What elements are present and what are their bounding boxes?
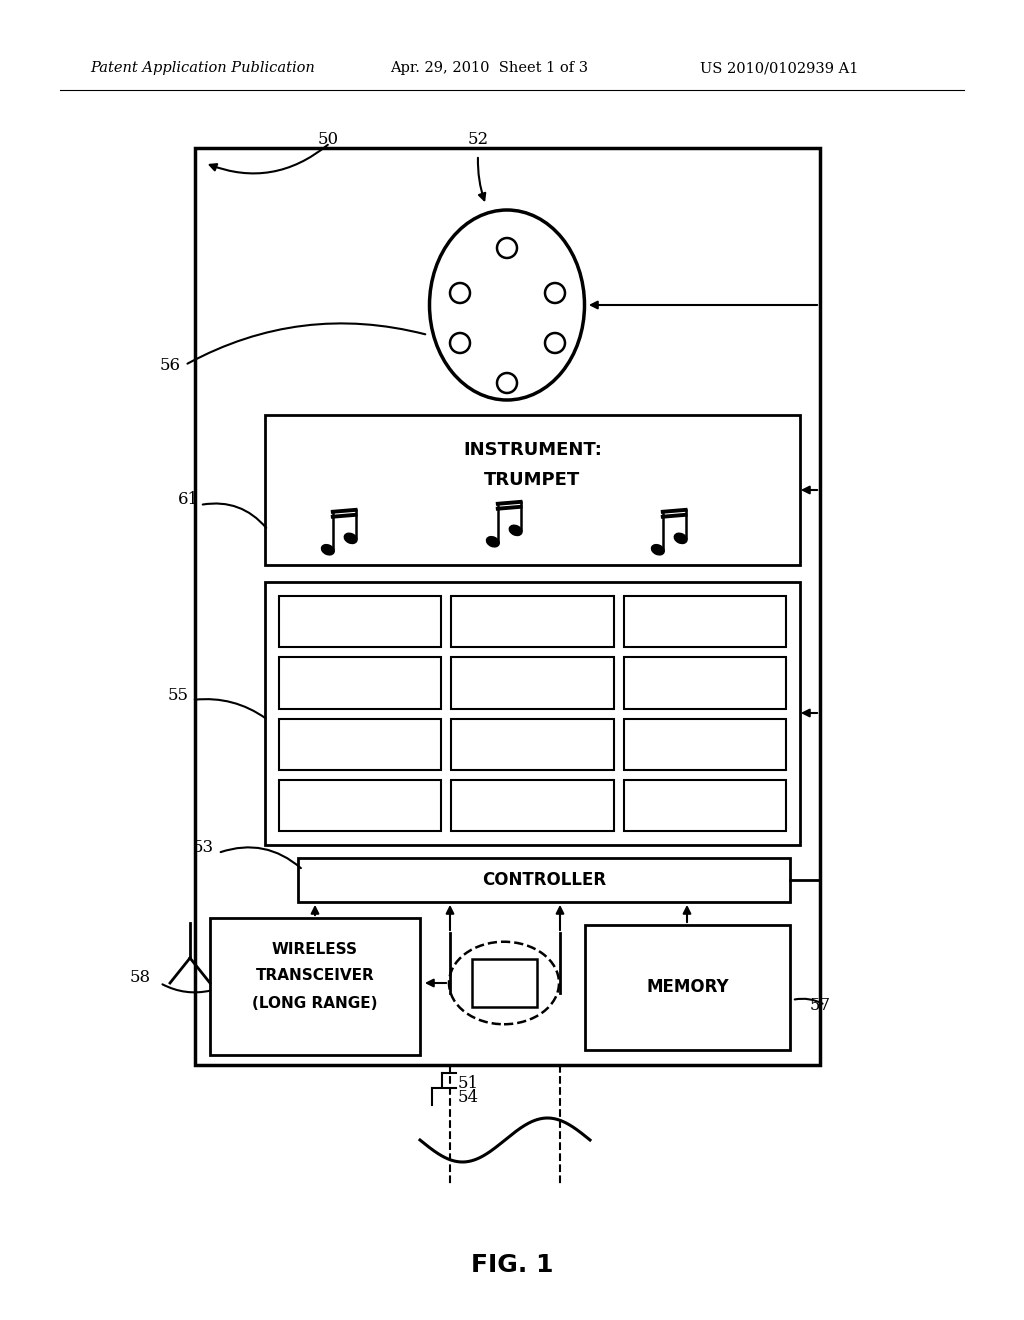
- Ellipse shape: [344, 533, 357, 544]
- Text: FIG. 1: FIG. 1: [471, 1253, 553, 1276]
- Text: 61: 61: [178, 491, 199, 508]
- Text: US 2010/0102939 A1: US 2010/0102939 A1: [700, 61, 858, 75]
- Text: TRANSCEIVER: TRANSCEIVER: [256, 969, 375, 983]
- Bar: [195, 148, 820, 1065]
- Bar: [624, 718, 786, 770]
- Bar: [624, 780, 786, 832]
- Bar: [279, 597, 441, 647]
- Bar: [452, 780, 613, 832]
- Text: 53: 53: [193, 840, 214, 857]
- Ellipse shape: [674, 533, 687, 544]
- Bar: [265, 582, 800, 845]
- Bar: [452, 718, 613, 770]
- Bar: [471, 960, 537, 1007]
- Text: TRUMPET: TRUMPET: [484, 471, 581, 488]
- Text: WIRELESS: WIRELESS: [272, 942, 358, 957]
- Text: CONTROLLER: CONTROLLER: [482, 871, 606, 888]
- Text: 57: 57: [810, 997, 831, 1014]
- Text: Apr. 29, 2010  Sheet 1 of 3: Apr. 29, 2010 Sheet 1 of 3: [390, 61, 588, 75]
- Ellipse shape: [509, 525, 522, 536]
- Bar: [452, 657, 613, 709]
- Text: Patent Application Publication: Patent Application Publication: [90, 61, 314, 75]
- Bar: [279, 657, 441, 709]
- Bar: [265, 414, 800, 565]
- Bar: [279, 780, 441, 832]
- Text: 50: 50: [318, 131, 339, 148]
- Text: MEMORY: MEMORY: [646, 978, 729, 997]
- Text: 58: 58: [130, 969, 152, 986]
- Text: (LONG RANGE): (LONG RANGE): [252, 995, 378, 1011]
- Bar: [279, 718, 441, 770]
- Text: 51: 51: [458, 1074, 479, 1092]
- Ellipse shape: [651, 545, 665, 554]
- Ellipse shape: [322, 545, 334, 554]
- Bar: [624, 597, 786, 647]
- Bar: [210, 917, 420, 1055]
- Text: 56: 56: [160, 356, 181, 374]
- Bar: [452, 597, 613, 647]
- Bar: [624, 657, 786, 709]
- Text: 54: 54: [458, 1089, 479, 1106]
- Text: 52: 52: [468, 131, 489, 148]
- Text: INSTRUMENT:: INSTRUMENT:: [463, 441, 602, 459]
- Bar: [298, 858, 790, 902]
- Text: 55: 55: [168, 686, 189, 704]
- Bar: [585, 925, 790, 1049]
- Ellipse shape: [486, 537, 499, 546]
